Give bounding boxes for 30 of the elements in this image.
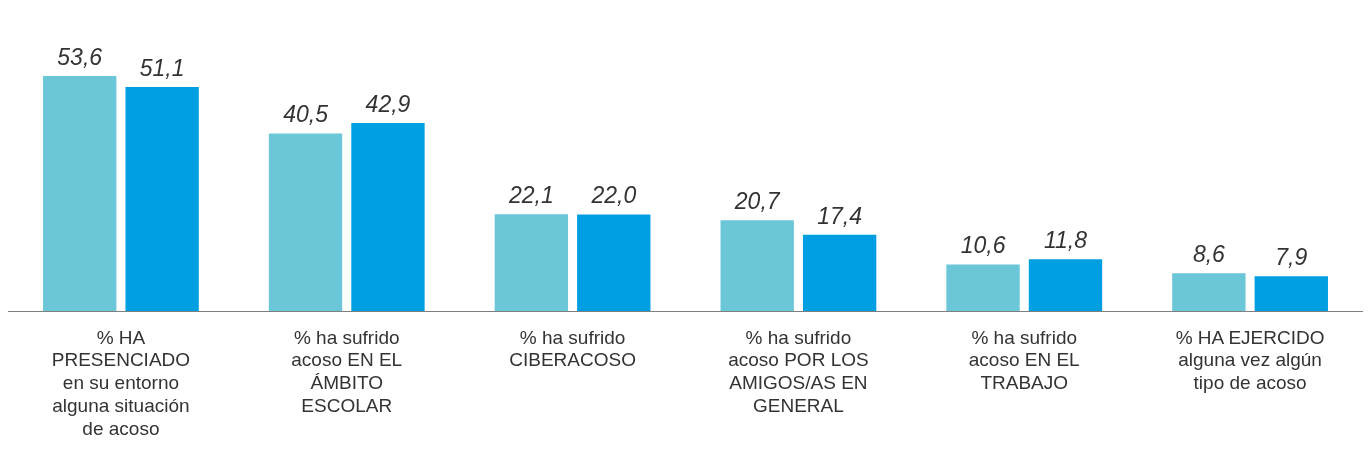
data-label: 20,7 (733, 188, 781, 215)
data-label: 51,1 (139, 54, 185, 81)
data-label: 7,9 (1275, 244, 1308, 271)
bar (1028, 259, 1103, 311)
x-tick-label: % ha sufrido acoso EN EL TRABAJO (968, 326, 1080, 394)
bar (946, 264, 1020, 311)
bar (494, 214, 569, 311)
x-tick-label: % ha sufrido acoso EN EL ÁMBITO ESCOLAR (291, 326, 403, 417)
bar (720, 220, 794, 311)
data-label: 53,6 (57, 43, 103, 70)
data-label: 22,0 (590, 182, 637, 209)
data-label: 8,6 (1192, 241, 1226, 268)
bar (577, 214, 651, 311)
bar (125, 87, 199, 311)
bar (802, 234, 877, 311)
bar (268, 133, 343, 311)
x-tick-label: % ha sufrido acoso POR LOS AMIGOS/AS EN GENERAL (728, 326, 869, 417)
bar (43, 76, 117, 311)
data-label: 22,1 (507, 182, 554, 209)
data-label: 42,9 (365, 90, 411, 117)
data-label: 11,8 (1043, 227, 1088, 254)
bar (1254, 276, 1328, 311)
x-tick-label: % HA EJERCIDO alguna vez algún tipo de acoso (1175, 326, 1325, 394)
data-label: 10,6 (960, 232, 1006, 259)
x-tick-label: % HA PRESENCIADO en su entorno alguna situación de acoso (51, 326, 191, 439)
bar (351, 122, 425, 311)
data-label: 40,5 (283, 101, 329, 128)
x-tick-label: % ha sufrido CIBERACOSO (509, 326, 636, 371)
bar (1172, 273, 1246, 311)
data-label: 17,4 (817, 202, 863, 229)
